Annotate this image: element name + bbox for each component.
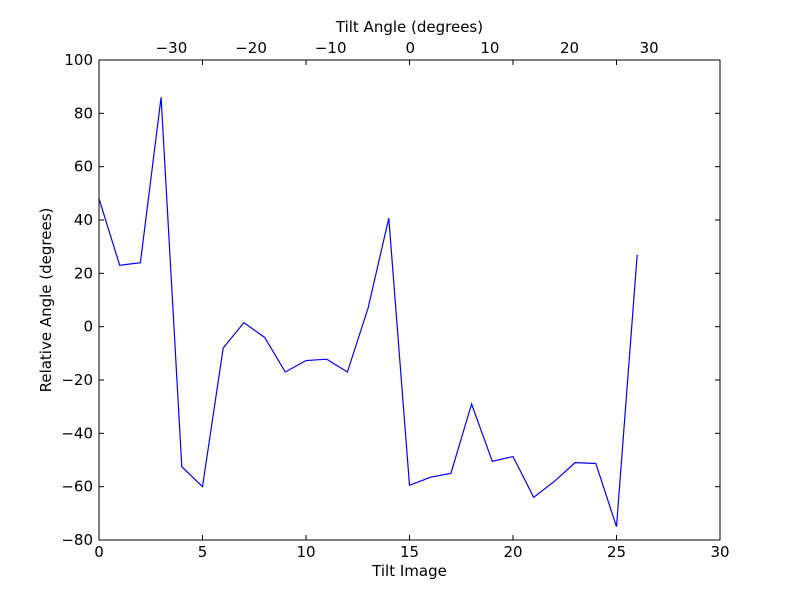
y-tick-label: −80	[61, 531, 93, 549]
y-tick-label: −20	[61, 371, 93, 389]
top-tick-label: 10	[480, 39, 499, 57]
y-tick-label: −40	[61, 424, 93, 442]
y-tick-label: 20	[74, 264, 93, 282]
x-tick-label: 20	[503, 543, 522, 561]
y-tick-label: 0	[83, 318, 93, 336]
plot-frame	[98, 59, 721, 541]
x-tick-label: 30	[710, 543, 729, 561]
x-tick-label: 0	[94, 543, 104, 561]
y-tick-label: 60	[74, 158, 93, 176]
y-tick-label: 100	[64, 51, 93, 69]
top-tick-label: −10	[315, 39, 347, 57]
ticks-layer: 0 5 10 15 20 25 30−80−60−40−20020406080100−30−…	[61, 39, 729, 561]
top-tick-label: 20	[560, 39, 579, 57]
top-tick-label: −20	[235, 39, 267, 57]
top-tick-label: −30	[156, 39, 188, 57]
x-tick-label: 15	[400, 543, 419, 561]
x-tick-label: 5	[198, 543, 208, 561]
top-axis-label: Tilt Angle (degrees)	[335, 18, 483, 36]
top-tick-label: 0	[406, 39, 416, 57]
y-tick-label: 80	[74, 104, 93, 122]
series-line	[98, 97, 638, 527]
x-tick-label: 10	[296, 543, 315, 561]
y-tick-label: 40	[74, 211, 93, 229]
plot-background	[99, 60, 720, 540]
y-axis-label: Relative Angle (degrees)	[37, 208, 55, 393]
top-tick-label: 30	[640, 39, 659, 57]
x-axis-label: Tilt Image	[371, 562, 447, 580]
x-tick-label: 25	[607, 543, 626, 561]
y-tick-label: −60	[61, 478, 93, 496]
